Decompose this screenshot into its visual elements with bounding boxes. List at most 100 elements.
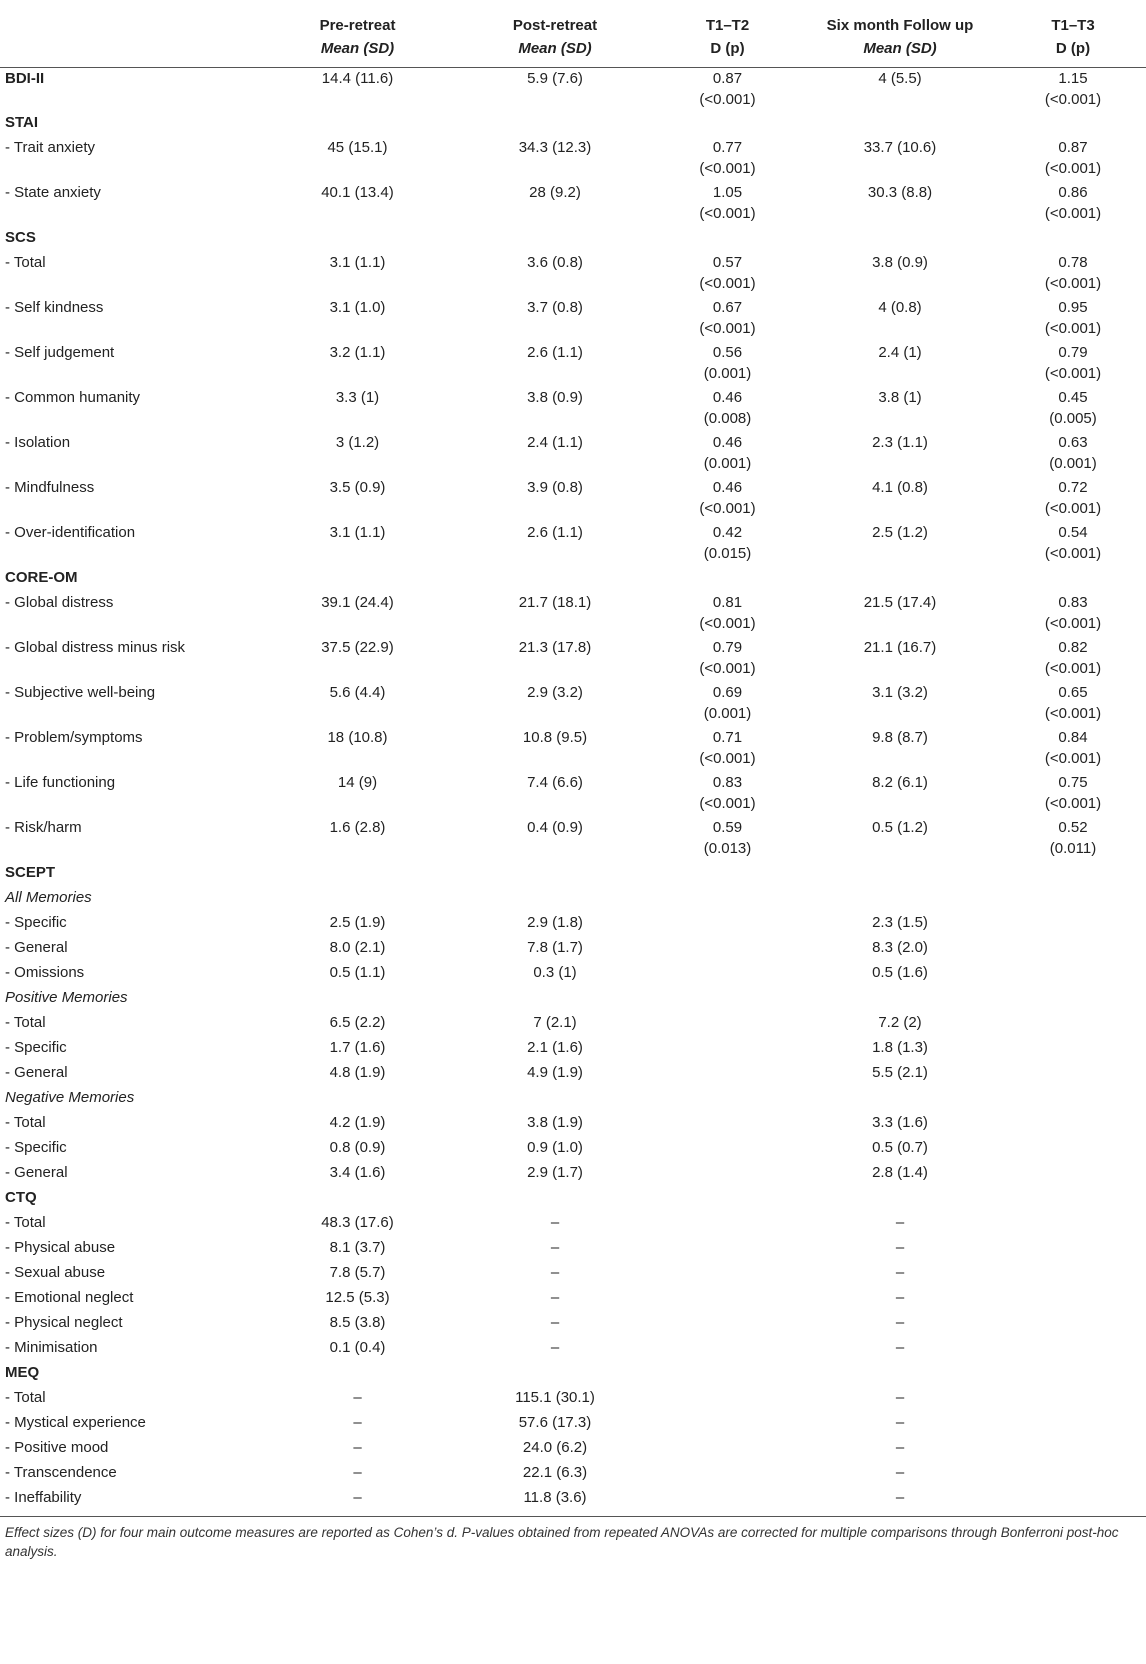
effect-size: 0.79 bbox=[1058, 344, 1088, 361]
follow-up-value bbox=[800, 112, 1000, 137]
header-title: T1–T3 bbox=[1051, 17, 1095, 34]
section-row: CTQ bbox=[0, 1187, 1146, 1212]
header-subtitle: Mean (SD) bbox=[518, 40, 592, 57]
post-retreat-value bbox=[455, 112, 655, 137]
pre-retreat-value: 2.5 (1.9) bbox=[329, 914, 386, 931]
post-retreat-value: 34.3 (12.3) bbox=[518, 139, 592, 156]
row-label: - Self judgement bbox=[5, 344, 115, 361]
header-subtitle: D (p) bbox=[1055, 40, 1091, 57]
follow-up-value: – bbox=[895, 1389, 905, 1406]
pre-retreat-value: 18 (10.8) bbox=[327, 729, 388, 746]
t1-t2-effect bbox=[655, 912, 800, 937]
p-value: (0.013) bbox=[703, 840, 752, 857]
t1-t2-effect: 0.87 (<0.001) bbox=[655, 67, 800, 112]
p-value: (<0.001) bbox=[699, 205, 756, 222]
pre-retreat-value: 45 (15.1) bbox=[327, 139, 388, 156]
p-value: (<0.001) bbox=[699, 750, 756, 767]
t1-t3-effect bbox=[1000, 1462, 1146, 1487]
header-title: Pre-retreat bbox=[319, 17, 396, 34]
p-value: (<0.001) bbox=[1044, 160, 1102, 177]
t1-t3-effect: 1.15 (<0.001) bbox=[1000, 67, 1146, 112]
pre-retreat-value bbox=[260, 1362, 455, 1387]
table-row: - Life functioning 14 (9) 7.4 (6.6) 0.83 (<0… bbox=[0, 772, 1146, 817]
t1-t2-effect bbox=[655, 227, 800, 252]
pre-retreat-value: 3.2 (1.1) bbox=[329, 344, 386, 361]
t1-t3-effect bbox=[1000, 987, 1146, 1012]
follow-up-value: 2.3 (1.5) bbox=[872, 914, 928, 931]
p-value: (<0.001) bbox=[1044, 205, 1102, 222]
row-label: - Over-identification bbox=[5, 524, 136, 541]
t1-t3-effect: 0.95 (<0.001) bbox=[1000, 297, 1146, 342]
t1-t3-effect bbox=[1000, 112, 1146, 137]
table-row: - Mindfulness 3.5 (0.9) 3.9 (0.8) 0.46 (<0.0… bbox=[0, 477, 1146, 522]
p-value: (0.001) bbox=[1049, 455, 1097, 472]
pre-retreat-value: 39.1 (24.4) bbox=[321, 594, 394, 611]
t1-t3-effect bbox=[1000, 1437, 1146, 1462]
table-row: - Ineffability – 11.8 (3.6) – bbox=[0, 1487, 1146, 1512]
subsection-label: Negative Memories bbox=[5, 1089, 135, 1106]
row-label: - General bbox=[5, 939, 68, 956]
effect-size: 0.83 bbox=[712, 774, 743, 791]
follow-up-value: 3.3 (1.6) bbox=[872, 1114, 928, 1131]
t1-t2-effect: 0.77 (<0.001) bbox=[655, 137, 800, 182]
t1-t2-effect: 0.59 (0.013) bbox=[655, 817, 800, 862]
effect-size: 0.87 bbox=[1058, 139, 1088, 156]
t1-t3-effect: 0.78 (<0.001) bbox=[1000, 252, 1146, 297]
t1-t2-effect bbox=[655, 1062, 800, 1087]
t1-t3-effect bbox=[1000, 1062, 1146, 1087]
follow-up-value bbox=[800, 227, 1000, 252]
header-subtitle: D (p) bbox=[710, 40, 745, 57]
pre-retreat-value: 8.1 (3.7) bbox=[329, 1239, 386, 1256]
t1-t3-effect: 0.54 (<0.001) bbox=[1000, 522, 1146, 567]
t1-t3-effect bbox=[1000, 1412, 1146, 1437]
effect-size: 0.59 bbox=[712, 819, 743, 836]
t1-t2-effect bbox=[655, 937, 800, 962]
effect-size: 0.42 bbox=[712, 524, 743, 541]
t1-t2-effect: 0.46 (0.008) bbox=[655, 387, 800, 432]
p-value: (<0.001) bbox=[699, 660, 756, 677]
post-retreat-value: – bbox=[550, 1264, 560, 1281]
t1-t2-effect: 0.57 (<0.001) bbox=[655, 252, 800, 297]
pre-retreat-value: – bbox=[353, 1389, 362, 1406]
t1-t3-effect: 0.83 (<0.001) bbox=[1000, 592, 1146, 637]
t1-t2-effect bbox=[655, 987, 800, 1012]
follow-up-value: 3.8 (0.9) bbox=[872, 254, 928, 271]
row-label: - Life functioning bbox=[5, 774, 116, 791]
section-label: BDI-II bbox=[5, 69, 45, 87]
t1-t3-effect bbox=[1000, 1087, 1146, 1112]
row-label: - Global distress bbox=[5, 594, 114, 611]
table-row: - Total – 115.1 (30.1) – bbox=[0, 1387, 1146, 1412]
row-label: - Total bbox=[5, 1114, 46, 1131]
header-post-retreat: Post-retreat Mean (SD) bbox=[455, 0, 655, 67]
section-row: STAI bbox=[0, 112, 1146, 137]
follow-up-value: – bbox=[895, 1239, 905, 1256]
effect-size: 0.57 bbox=[712, 254, 743, 271]
t1-t3-effect bbox=[1000, 1037, 1146, 1062]
pre-retreat-value: 4.2 (1.9) bbox=[329, 1114, 386, 1131]
section-label: MEQ bbox=[5, 1364, 40, 1381]
pre-retreat-value: 3.1 (1.0) bbox=[329, 299, 386, 316]
pre-retreat-value: 5.6 (4.4) bbox=[329, 684, 386, 701]
t1-t2-effect bbox=[655, 1037, 800, 1062]
follow-up-value: 2.8 (1.4) bbox=[872, 1164, 928, 1181]
pre-retreat-value bbox=[260, 887, 455, 912]
header-title: T1–T2 bbox=[705, 17, 750, 34]
table-row: - Total 6.5 (2.2) 7 (2.1) 7.2 (2) bbox=[0, 1012, 1146, 1037]
table-row: - Subjective well-being 5.6 (4.4) 2.9 (3.2… bbox=[0, 682, 1146, 727]
follow-up-value: – bbox=[895, 1439, 905, 1456]
follow-up-value: – bbox=[895, 1314, 905, 1331]
t1-t2-effect bbox=[655, 567, 800, 592]
post-retreat-value: 2.6 (1.1) bbox=[527, 524, 583, 541]
pre-retreat-value: – bbox=[353, 1489, 362, 1506]
follow-up-value bbox=[800, 1187, 1000, 1212]
t1-t3-effect bbox=[1000, 1362, 1146, 1387]
follow-up-value: 21.1 (16.7) bbox=[863, 639, 937, 656]
follow-up-value: 3.8 (1) bbox=[878, 389, 922, 406]
row-label: - Mystical experience bbox=[5, 1414, 146, 1431]
header-t1-t2: T1–T2 D (p) bbox=[655, 0, 800, 67]
t1-t2-effect: 0.46 (0.001) bbox=[655, 432, 800, 477]
section-row: MEQ bbox=[0, 1362, 1146, 1387]
post-retreat-value: 21.3 (17.8) bbox=[518, 639, 592, 656]
t1-t2-effect: 0.83 (<0.001) bbox=[655, 772, 800, 817]
p-value: (<0.001) bbox=[1044, 660, 1102, 677]
